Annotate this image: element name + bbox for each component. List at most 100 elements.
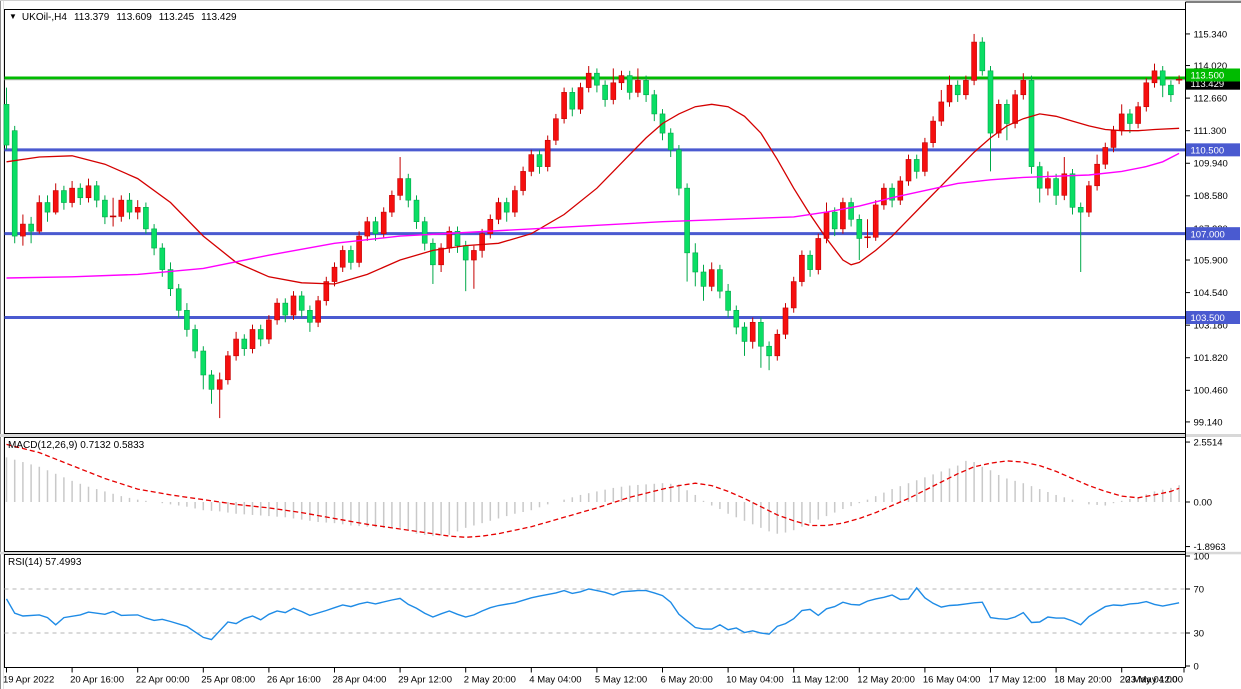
candle-body (766, 345, 772, 357)
axis-tick-label: 104.540 (1194, 288, 1228, 299)
candle-body (20, 223, 26, 237)
candle-body (1102, 147, 1109, 165)
candle-body (389, 195, 395, 213)
candle-body (741, 326, 748, 342)
candle-body (922, 142, 928, 172)
candle-body (848, 202, 854, 220)
candle-body (143, 207, 149, 230)
candle-body (823, 211, 830, 239)
price-axis[interactable]: 115.340 114.020 112.660 111.300 109.940 108.5… (1185, 1, 1241, 672)
candle-body (1012, 94, 1018, 124)
candle-body (454, 230, 461, 246)
candle-body (397, 178, 403, 196)
candle-body (200, 350, 207, 376)
candle-body (626, 75, 633, 93)
axis-tick-label: 108.580 (1194, 191, 1228, 202)
candle-body (979, 41, 986, 72)
candle-body (889, 187, 895, 201)
candle-body (421, 221, 428, 244)
candle-body (257, 329, 264, 340)
time-tick-label: 28 Apr 04:00 (333, 675, 387, 686)
candle-body (192, 329, 198, 352)
macd-values: 0.7132 0.5833 (80, 440, 145, 451)
candle-body (487, 219, 494, 234)
time-tick-label: 18 May 20:00 (1054, 675, 1112, 686)
candle-body (151, 228, 157, 249)
candle-body (134, 207, 141, 213)
rsi-indicator-label: RSI(14) 57.4993 (8, 557, 81, 568)
splitter-main-macd[interactable] (0, 434, 1241, 437)
symbol-dropdown-icon[interactable]: ▼ (9, 12, 17, 21)
candle-body (881, 187, 887, 206)
candle-body (1118, 113, 1125, 131)
candle-body (790, 281, 797, 309)
candle-body (815, 238, 822, 270)
rsi-name: RSI(14) (8, 557, 43, 568)
candle-body (69, 187, 75, 203)
candle-body (315, 300, 321, 323)
candle-body (208, 374, 215, 390)
candle-body (733, 310, 740, 328)
candle-body (438, 247, 444, 266)
candle-body (692, 252, 699, 273)
candle-body (36, 202, 43, 232)
candle-body (85, 185, 92, 199)
candle-body (930, 120, 936, 143)
main-price-panel[interactable] (3, 9, 1186, 434)
candle-body (1004, 104, 1010, 124)
candle-body (618, 75, 625, 84)
candle-body (61, 190, 67, 203)
candle-body (307, 310, 313, 323)
candle-body (298, 295, 305, 311)
ohlc-close: 113.429 (201, 12, 237, 23)
level-tag-110.500-text: 110.500 (1191, 145, 1225, 156)
time-tick-label: 2 May 20:00 (464, 675, 516, 686)
candle-body (331, 266, 338, 282)
time-tick-label: 19 Apr 2022 (3, 675, 54, 686)
candle-body (52, 190, 59, 213)
splitter-macd-rsi[interactable] (0, 551, 1241, 555)
candle-body (216, 379, 223, 390)
candle-body (11, 130, 18, 237)
ma-slow-magenta-line (6, 152, 1180, 279)
time-axis[interactable]: 19 Apr 2022 20 Apr 16:00 22 Apr 00:00 25 Ap… (3, 668, 1185, 686)
candle-body (102, 199, 108, 218)
candle-body (987, 70, 994, 134)
candle-body (954, 84, 961, 96)
candle-body (831, 211, 838, 230)
axis-tick-label: 101.820 (1194, 353, 1228, 364)
candle-body (774, 333, 781, 357)
candle-body (323, 281, 330, 302)
candle-body (610, 82, 617, 100)
candle-body (274, 302, 280, 321)
candle-body (856, 219, 863, 239)
axis-tick-label: 0 (1194, 661, 1199, 672)
candle-body (536, 154, 543, 167)
candle-body (840, 202, 846, 230)
candle-body (495, 202, 502, 220)
ohlc-open: 113.379 (73, 12, 110, 23)
axis-tick-label: 0.00 (1194, 497, 1213, 508)
rsi-value: 57.4993 (45, 557, 82, 568)
candle-body (897, 180, 904, 201)
candle-body (266, 319, 272, 340)
candle-body (1069, 173, 1076, 208)
axis-tick-label: -1.8963 (1194, 542, 1226, 553)
candle-body (380, 211, 387, 234)
candle-body (569, 92, 576, 110)
candle-body (503, 202, 510, 213)
candle-body (290, 295, 297, 316)
candle-body (430, 242, 436, 266)
level-tag-110.500-bg (1186, 143, 1240, 157)
time-tick-label: 5 May 12:00 (595, 675, 647, 686)
candle-body (905, 159, 912, 182)
candle-body (471, 250, 477, 261)
candle-body (1168, 84, 1174, 96)
candle-body (1061, 173, 1068, 196)
candle-body (799, 254, 805, 282)
axis-tick-label: 114.020 (1194, 61, 1228, 72)
candle-body (175, 288, 182, 311)
level-tag-103.500-bg (1186, 310, 1240, 324)
